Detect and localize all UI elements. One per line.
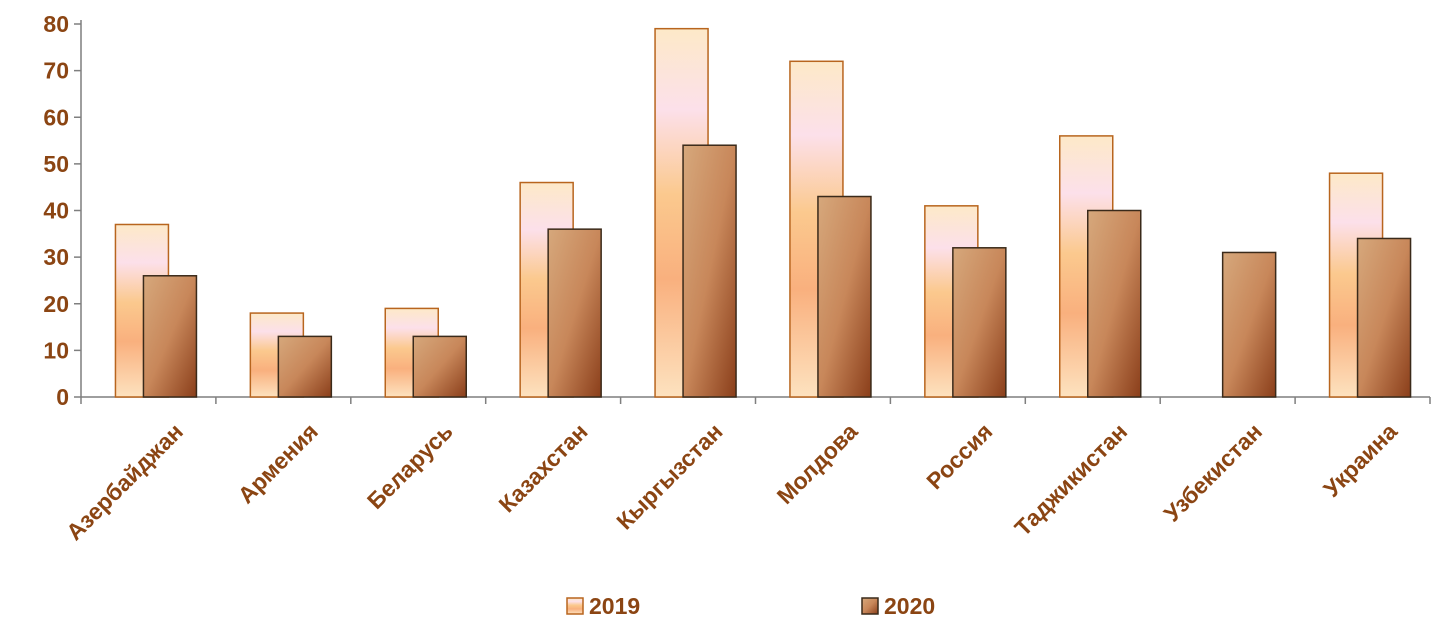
y-tick-label: 60 [43,104,69,130]
bar-2020-Узбекистан [1221,251,1277,398]
bar-2020-Казахстан [547,228,602,398]
bar-2020-Молдова [817,195,872,398]
x-category-label: Россия [921,418,997,494]
bar-2020-Таджикистан [1087,209,1142,398]
bars [114,27,1412,398]
bar-2020-Армения [277,335,333,398]
x-category-label: Беларусь [362,418,458,514]
legend: 2019 2020 [566,593,935,619]
bar-2020-Азербайджан [142,275,198,398]
legend-label-2019: 2019 [589,593,640,619]
x-category-label: Узбекистан [1159,418,1267,526]
y-tick-label: 20 [43,291,69,317]
x-category-label: Таджикистан [1009,418,1132,541]
x-category-label: Молдова [772,418,863,509]
y-tick-label: 10 [43,337,69,363]
legend-label-2020: 2020 [884,593,935,619]
bar-2020-Беларусь [412,335,467,398]
x-category-label: Украина [1318,418,1402,502]
y-tick-label: 80 [43,11,69,37]
legend-swatch-2020 [861,597,879,615]
y-tick-label: 50 [43,151,69,177]
x-category-label: Казахстан [493,418,592,517]
y-tick-label: 40 [43,198,69,224]
y-tick-label: 70 [43,58,69,84]
x-category-label: Армения [233,418,323,508]
bar-2020-Россия [952,247,1007,398]
legend-swatch-2019 [566,597,584,615]
x-category-label: Азербайджан [61,418,188,545]
y-tick-label: 0 [56,384,69,410]
bar-2020-Кыргызстан [682,144,737,398]
bar-2020-Украина [1356,237,1412,398]
x-category-label: Кыргызстан [611,418,727,534]
y-tick-label: 30 [43,244,69,270]
